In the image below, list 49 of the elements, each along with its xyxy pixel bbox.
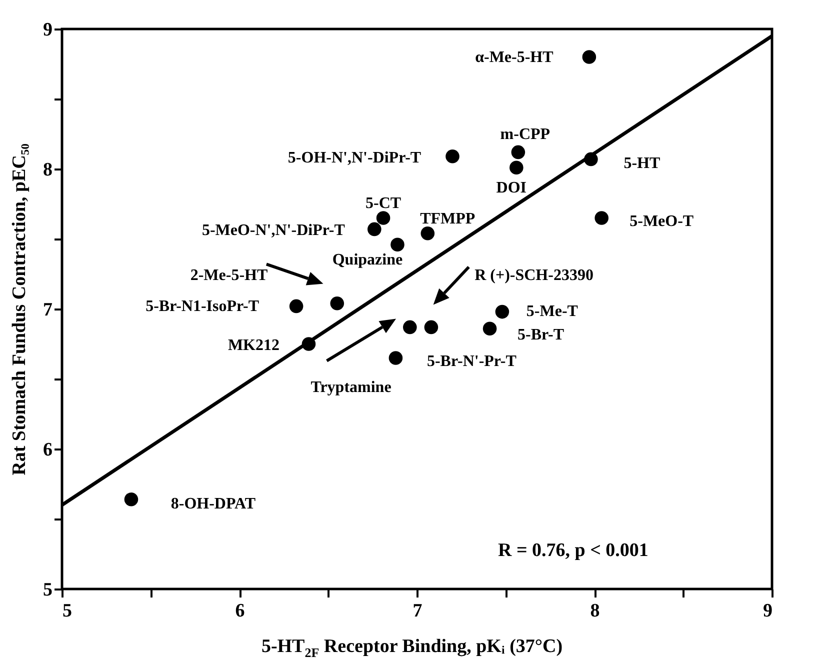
point xyxy=(124,492,138,506)
annotation: 5-HT xyxy=(624,155,660,172)
point xyxy=(376,211,390,225)
y-axis-title: Rat Stomach Fundus Contraction, pEC₅₀ xyxy=(9,143,30,476)
point xyxy=(390,238,404,252)
annotation: 5-OH-N',N'-DiPr-T xyxy=(288,149,422,166)
x-tick-label: 8 xyxy=(590,600,600,622)
y-tick-label: 5 xyxy=(43,580,52,600)
y-tick-label: 8 xyxy=(43,160,52,180)
annotation: TFMPP xyxy=(420,210,476,228)
x-tick-label: 7 xyxy=(412,600,423,622)
point xyxy=(510,160,524,174)
annotation: Quipazine xyxy=(332,252,403,269)
annotation: 8-OH-DPAT xyxy=(170,495,256,512)
y-tick-label: 6 xyxy=(43,440,52,460)
point xyxy=(582,50,596,64)
annotation: 5-CT xyxy=(365,195,402,212)
point xyxy=(388,351,403,365)
x-tick-label: 6 xyxy=(235,600,245,622)
annotation: m-CPP xyxy=(500,126,550,144)
point xyxy=(403,320,417,334)
annotation: 5-MeO-N',N'-DiPr-T xyxy=(202,222,346,240)
x-axis-title: 5-HT$_{2F}$ Receptor Binding, pKᵢ (37°C) xyxy=(260,636,564,661)
point xyxy=(368,222,382,236)
annotation: 2-Me-5-HT xyxy=(190,267,268,284)
annotation: Tryptamine xyxy=(310,379,392,396)
x-tick-label: 5 xyxy=(62,600,72,622)
point xyxy=(420,226,435,240)
y-tick-label: 9 xyxy=(43,20,52,40)
annotation: R = 0.76, p < 0.001 xyxy=(498,540,648,561)
annotation: α-Me-5-HT xyxy=(475,49,554,66)
annotation: MK212 xyxy=(228,337,280,354)
point xyxy=(594,211,608,225)
annotation: 5-Br-N1-IsoPr-T xyxy=(146,298,260,316)
annotation: 5-MeO-T xyxy=(630,213,694,230)
annotation: 5-Me-T xyxy=(526,302,578,320)
point xyxy=(330,296,344,310)
annotation: 5-Br-T xyxy=(518,326,564,344)
point xyxy=(511,145,526,160)
annotation: 5-Br-N'-Pr-T xyxy=(426,353,517,370)
point xyxy=(482,322,497,336)
x-tick-label: 9 xyxy=(763,600,772,622)
point xyxy=(495,304,510,319)
point xyxy=(446,150,460,164)
annotation: DOI xyxy=(496,180,527,197)
annotation: R (+)-SCH-23390 xyxy=(474,267,594,284)
y-tick-label: 7 xyxy=(43,300,53,320)
point xyxy=(424,320,438,334)
point xyxy=(289,299,304,314)
